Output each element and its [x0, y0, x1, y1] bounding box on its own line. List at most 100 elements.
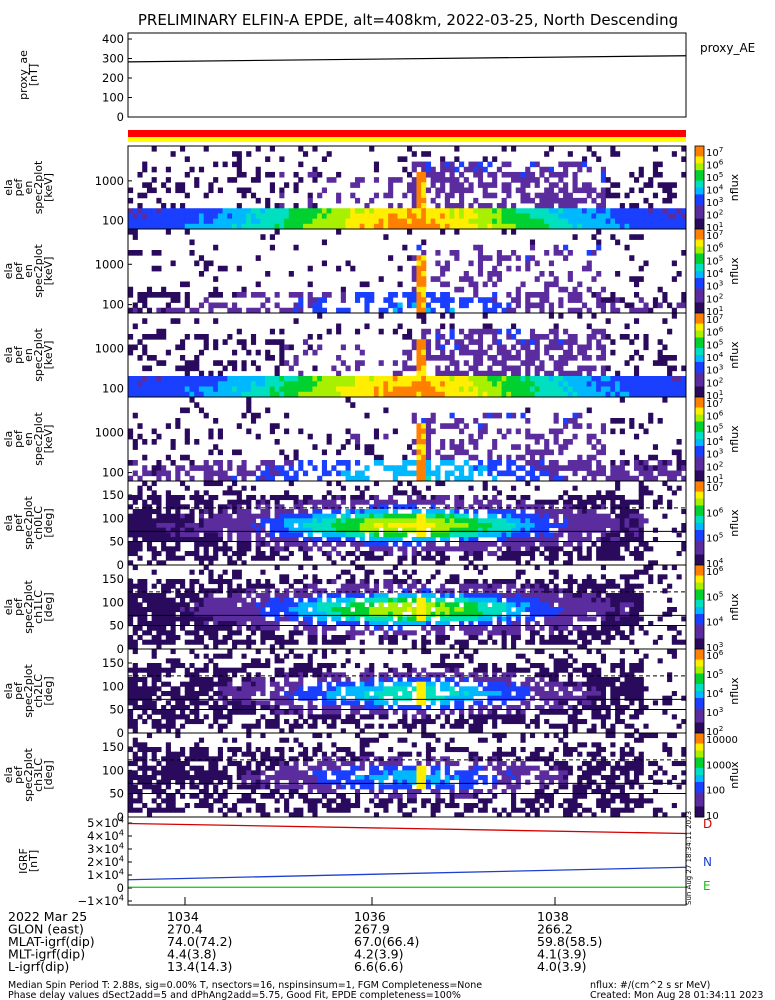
colorbar-tick-label: 101 [706, 304, 723, 318]
ytick-label: 0 [117, 558, 124, 572]
colorbar-step [695, 635, 704, 639]
colorbar-step [695, 803, 704, 807]
colorbar-step [695, 215, 704, 220]
colorbar-step [695, 267, 704, 272]
colorbar-step [695, 512, 704, 517]
ytick-label: −1×104 [78, 892, 125, 908]
colorbar-step [695, 537, 704, 541]
ylabel-line: ela [2, 263, 15, 280]
colorbar-step [695, 274, 704, 279]
colorbar-tick-label: 107 [706, 228, 723, 242]
colorbar-step [695, 379, 704, 384]
colorbar-step [695, 523, 704, 527]
status-bar-yellow [128, 137, 686, 142]
colorbar-step [695, 554, 704, 559]
colorbar-step [695, 565, 704, 569]
colorbar-step [695, 292, 704, 296]
colorbar-tick-label: 107 [706, 145, 723, 159]
colorbar-tick-label: 102 [706, 724, 723, 738]
colorbar-step [695, 470, 704, 475]
colorbar-step [695, 645, 704, 650]
spectrogram-cells [128, 733, 687, 818]
orbit-cell: 1034 [167, 909, 199, 924]
colorbar-step [695, 232, 704, 237]
colorbar-step [695, 729, 704, 734]
ytick-label: 4×104 [87, 827, 124, 843]
ylabel-line: [deg] [42, 592, 55, 621]
ylabel-line: en [22, 264, 35, 278]
colorbar-step [695, 547, 704, 552]
legend-E: E [703, 879, 711, 893]
colorbar-step [695, 407, 704, 412]
ytick-label: 100 [102, 595, 124, 609]
orbit-cell: 4.1(3.9) [537, 947, 587, 962]
ylabel-line: ela [2, 767, 15, 784]
colorbar-step [695, 225, 704, 230]
colorbar-step [695, 222, 704, 227]
colorbar-step [695, 666, 704, 671]
colorbar-step [695, 575, 704, 580]
colorbar-tick-label: 10 [706, 811, 719, 822]
colorbar-step [695, 715, 704, 720]
colorbar-label: nflux [728, 341, 741, 369]
ytick-label: 0 [117, 810, 124, 824]
ytick-label: 300 [102, 52, 124, 66]
footer-units: nflux: #/(cm^2 s sr MeV) [590, 980, 710, 991]
colorbar-step [695, 582, 704, 587]
ylabel-line: pef [12, 178, 25, 197]
ytick-label: 3×104 [87, 840, 124, 856]
ylabel-line: [nT] [27, 64, 40, 86]
colorbar-step [695, 197, 704, 202]
ylabel-line: pef [12, 261, 25, 280]
colorbar-tick-label: 101 [706, 472, 723, 486]
colorbar-step [695, 313, 704, 317]
colorbar-step [695, 330, 704, 335]
colorbar-step [695, 344, 704, 349]
colorbar-tick-label: 106 [706, 409, 724, 423]
orbit-row-label: GLON (east) [8, 922, 84, 937]
colorbar-step [695, 439, 704, 443]
colorbar-tick-label: 102 [706, 208, 723, 222]
colorbar-step [695, 208, 704, 213]
colorbar-step [695, 481, 704, 485]
ytick-label: 100 [102, 298, 124, 312]
colorbar-step [695, 180, 704, 185]
ytick-label: 0 [117, 881, 124, 895]
colorbar-step [695, 764, 704, 769]
colorbar-step [695, 177, 704, 182]
colorbar-step [695, 726, 704, 730]
colorbar-tick-label: 106 [706, 325, 724, 339]
colorbar-tick-label: 107 [706, 480, 723, 494]
panels: proxy_ae[nT]4003002001000proxy_AEelapefe… [2, 32, 755, 908]
colorbar-tick-label: 107 [706, 312, 723, 326]
ylabel-line: ela [2, 431, 15, 448]
colorbar-step [695, 285, 704, 289]
orbit-cell: 67.0(66.4) [354, 934, 419, 949]
colorbar-step [695, 694, 704, 699]
legend-N: N [703, 855, 712, 869]
colorbar-step [695, 299, 704, 303]
colorbar-step [695, 236, 704, 240]
colorbar-step [695, 432, 704, 436]
ytick-label: 5×104 [87, 814, 124, 830]
ylabel-line: pef [12, 513, 25, 532]
ylabel-line: [keV] [42, 257, 55, 286]
spectrogram-cells [128, 649, 687, 734]
colorbar-step [695, 621, 704, 625]
spectrogram-cells [128, 146, 687, 230]
colorbar-step [695, 516, 704, 520]
ytick-label: 50 [109, 787, 124, 801]
ytick-label: 2×104 [87, 853, 124, 869]
panel-proxy-ae: proxy_ae[nT] 400 300 200 100 0 proxy_AE [17, 32, 755, 124]
colorbar-label: nflux [728, 593, 741, 621]
colorbar-step [695, 596, 704, 601]
colorbar-step [695, 351, 704, 356]
colorbar-step [695, 813, 704, 818]
colorbar-step [695, 691, 704, 695]
colorbar-step [695, 414, 704, 419]
colorbar-step [695, 670, 704, 674]
colorbar-step [695, 211, 704, 216]
colorbar-step [695, 736, 704, 741]
